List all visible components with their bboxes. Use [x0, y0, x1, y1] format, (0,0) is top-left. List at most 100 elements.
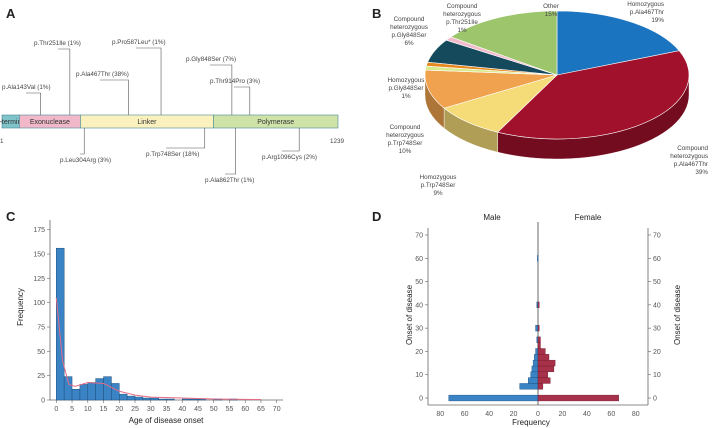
pie-slice-label: Homozygous p.Ala467Thr 19%	[627, 1, 664, 24]
pie-slice-label: Compound heterozygous p.Gly848Ser 6%	[390, 16, 428, 47]
pyramid-y-tick-label-left: 60	[415, 256, 423, 263]
histogram-y-tick-label: 50	[37, 349, 45, 356]
histogram-x-tick-label: 55	[226, 406, 234, 413]
histogram-x-tick-label: 60	[241, 406, 249, 413]
pyramid-male-bar	[537, 255, 539, 262]
histogram-x-label: Age of disease onset	[129, 416, 204, 425]
pyramid-male-bar	[534, 354, 539, 361]
pie-slice-label: Compound heterozygous p.Thr251Ile 1%	[443, 3, 481, 34]
pyramid-x-tick-label: 40	[485, 411, 493, 418]
mutation-label: p.Ala467Thr (38%)	[76, 71, 129, 78]
pyramid-y-tick-label-right: 30	[653, 326, 661, 333]
mutation-leader-line	[80, 128, 85, 155]
mutation-label: p.Trp748Ser (18%)	[146, 151, 199, 158]
pyramid-x-tick-label: 20	[510, 411, 518, 418]
histogram-x-tick-label: 30	[147, 406, 155, 413]
domain-polymerase	[213, 114, 339, 129]
pyramid-x-tick-label: 20	[559, 411, 567, 418]
pyramid-y-tick-label-left: 50	[415, 279, 423, 286]
pie-label-line: 1%	[457, 27, 467, 34]
pyramid-male-bar	[535, 348, 539, 355]
histogram-x-tick-label: 40	[178, 406, 186, 413]
pyramid-y-tick-label-right: 70	[653, 232, 661, 239]
pie-label-line: p.Gly848Ser	[388, 85, 423, 92]
mutation-leader-line	[234, 86, 251, 115]
histogram-x-tick-label: 5	[70, 406, 74, 413]
histogram-y-tick-label: 100	[33, 300, 45, 307]
pyramid-female-bar	[537, 336, 541, 343]
histogram-x-tick-label: 65	[257, 406, 265, 413]
pyramid-female-bar	[537, 365, 555, 373]
pyramid-female-bar	[537, 325, 540, 332]
pie-label-line: 1%	[401, 93, 411, 100]
protein-start-label: 1	[0, 138, 4, 145]
pie-label-line: heterozygous	[386, 132, 424, 139]
pyramid-x-label: Frequency	[512, 418, 550, 427]
pyramid-y-tick-label-left: 10	[415, 372, 423, 379]
histogram-y-tick-label: 0	[41, 398, 45, 405]
histogram-bar	[189, 398, 199, 401]
pie-slice-label: Compound heterozygous p.Trp748Ser 10%	[386, 124, 424, 155]
pyramid-y-tick-label-right: 50	[653, 279, 661, 286]
pie-label-line: Homozygous	[627, 1, 664, 8]
histogram-bar	[142, 397, 152, 401]
pyramid-y-tick-label-left: 20	[415, 349, 423, 356]
domain-label: N-terminal	[0, 119, 27, 126]
onset-histogram: Age of disease onset Frequency 025507510…	[16, 220, 283, 425]
pie-slice	[450, 10, 558, 76]
histogram-bar	[158, 398, 167, 401]
pyramid-male-bar	[528, 377, 539, 384]
pyramid-y-tick-label-left: 0	[419, 396, 423, 403]
panel-b-letter: B	[372, 6, 381, 21]
pie-label-line: Homozygous	[388, 77, 425, 84]
histogram-x-tick-label: 20	[115, 406, 123, 413]
histogram-y-tick-label: 150	[33, 252, 45, 259]
pyramid-male-bar	[530, 371, 539, 378]
pie-label-line: p.Gly848Ser	[391, 32, 426, 39]
pyramid-male-bar	[519, 383, 539, 390]
pyramid-female-bar	[537, 359, 556, 367]
pie-label-line: Compound	[677, 145, 708, 152]
panel-a-letter: A	[6, 6, 16, 21]
pyramid-male-bar	[531, 365, 539, 373]
pie-slice-label: Compound heterozygous p.Ala467Thr 39%	[670, 145, 708, 176]
histogram-bar	[63, 376, 73, 401]
pie-label-line: p.Ala467Thr	[630, 9, 664, 16]
pyramid-x-tick-label: 60	[607, 411, 615, 418]
pyramid-y-tick-label-left: 70	[415, 232, 423, 239]
protein-end-label: 1239	[330, 138, 345, 145]
pie-label-line: Compound	[447, 3, 478, 10]
pyramid-female-bar	[537, 394, 619, 402]
pie-label-line: 39%	[695, 169, 708, 176]
histogram-bar	[87, 382, 96, 401]
histogram-density-curve	[55, 297, 261, 401]
pyramid-female-bar	[537, 371, 548, 378]
mutation-label: p.Thr251Ile (1%)	[34, 40, 81, 47]
pyramid-x-tick-label: 0	[536, 411, 540, 418]
pyramid-y-tick-label-right: 10	[653, 372, 661, 379]
pie-label-line: p.Trp748Ser	[388, 140, 423, 147]
histogram-bar	[181, 398, 191, 401]
pyramid-x-tick-label: 80	[436, 411, 444, 418]
histogram-bar	[166, 398, 175, 401]
pyramid-female-bar	[537, 348, 546, 355]
pyramid-x-tick-label: 80	[632, 411, 640, 418]
pie-slice	[497, 50, 690, 140]
domain-label: Linker	[137, 119, 157, 126]
histogram-x-tick-label: 25	[131, 406, 139, 413]
histogram-bar	[79, 384, 89, 401]
mutation-leader-line	[225, 128, 236, 175]
mutation-label: p.Ala862Thr (1%)	[205, 177, 254, 184]
histogram-y-tick-label: 125	[33, 276, 45, 283]
pie-label-line: 10%	[399, 148, 412, 155]
pie-label-line: 19%	[651, 17, 664, 24]
histogram-x-tick-label: 10	[84, 406, 92, 413]
mutation-leader-line	[58, 48, 71, 115]
pyramid-male-title: Male	[483, 213, 501, 222]
mutation-leader-line	[26, 92, 41, 115]
histogram-x-tick-label: 50	[210, 406, 218, 413]
pyramid-y-tick-label-right: 60	[653, 256, 661, 263]
histogram-bar	[71, 389, 81, 401]
pie-label-line: Other	[543, 3, 559, 10]
pyramid-x-tick-label: 60	[461, 411, 469, 418]
